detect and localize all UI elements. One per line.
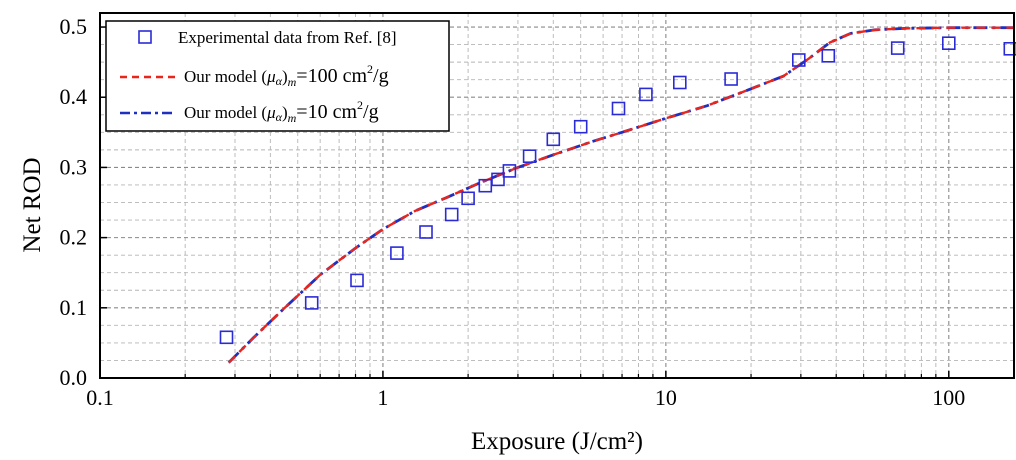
experimental-data-point — [390, 246, 404, 260]
model-10-line — [227, 26, 1014, 364]
experimental-data-point — [444, 207, 459, 222]
legend-label-model-100: Our model (μα)m=100 cm2/g — [184, 62, 389, 89]
legend-model-10-m: m — [288, 111, 297, 125]
experimental-data-point — [724, 72, 738, 86]
legend-model-10-suffix: /g — [363, 101, 379, 123]
experimental-data-point — [350, 273, 364, 288]
experimental-data-point — [639, 87, 653, 102]
legend-model-100-prefix: Our model ( — [184, 67, 267, 86]
plot-series — [219, 26, 1016, 364]
experimental-data-point — [546, 132, 561, 147]
experimental-data-point — [491, 172, 505, 187]
y-tick-label: 0.0 — [60, 365, 88, 390]
plot-frame — [99, 12, 1015, 379]
experimental-data-point — [219, 330, 234, 345]
legend-model-100-paren: ) — [282, 67, 288, 86]
experimental-data-point — [672, 75, 687, 90]
legend-model-100-alpha: α — [276, 74, 283, 88]
legend-marker-experimental — [138, 30, 152, 44]
experimental-data-point — [821, 48, 836, 63]
legend-label-experimental: Experimental data from Ref. [8] — [178, 28, 397, 47]
legend-model-10-paren: ) — [282, 103, 288, 122]
experimental-data-point — [419, 225, 433, 239]
experimental-data-point — [461, 191, 475, 206]
x-tick-label: 10 — [655, 385, 677, 410]
legend-model-100-m: m — [288, 75, 297, 89]
legend-label-model-10: Our model (μα)m=10 cm2/g — [184, 98, 379, 125]
experimental-data-point — [1003, 41, 1016, 56]
x-tick-label: 0.1 — [86, 385, 114, 410]
legend-model-100-sup: 2 — [367, 62, 373, 76]
y-tick-label: 0.2 — [60, 225, 88, 250]
x-tick-label: 100 — [932, 385, 965, 410]
x-axis-title: Exposure (J/cm²) — [471, 428, 643, 455]
y-tick-label: 0.1 — [60, 295, 88, 320]
y-tick-label: 0.3 — [60, 154, 88, 179]
x-tick-label: 1 — [377, 385, 388, 410]
legend-model-100-mu: μ — [266, 67, 276, 86]
experimental-data-point — [890, 41, 905, 55]
experimental-data-point — [304, 296, 319, 310]
legend-model-10-mu: μ — [266, 103, 276, 122]
y-axis-title: Net ROD — [19, 157, 46, 252]
experimental-data-point — [791, 53, 806, 67]
y-tick-label: 0.5 — [60, 14, 88, 39]
experimental-data-point — [611, 101, 626, 116]
legend-model-100-suffix: /g — [373, 65, 389, 87]
y-tick-label: 0.4 — [60, 84, 88, 109]
experimental-data-point — [573, 119, 588, 134]
legend-model-10-value: =10 cm — [296, 101, 357, 123]
experimental-data-point — [522, 149, 537, 163]
legend-model-10-prefix: Our model ( — [184, 103, 267, 122]
grid — [100, 13, 1014, 378]
legend-model-10-sup: 2 — [357, 98, 363, 112]
experimental-data-point — [502, 164, 517, 178]
legend: Experimental data from Ref. [8] Our mode… — [105, 20, 450, 132]
legend-model-10-alpha: α — [276, 110, 283, 124]
experimental-data-point — [941, 36, 956, 51]
legend-model-100-value: =100 cm — [296, 65, 367, 87]
